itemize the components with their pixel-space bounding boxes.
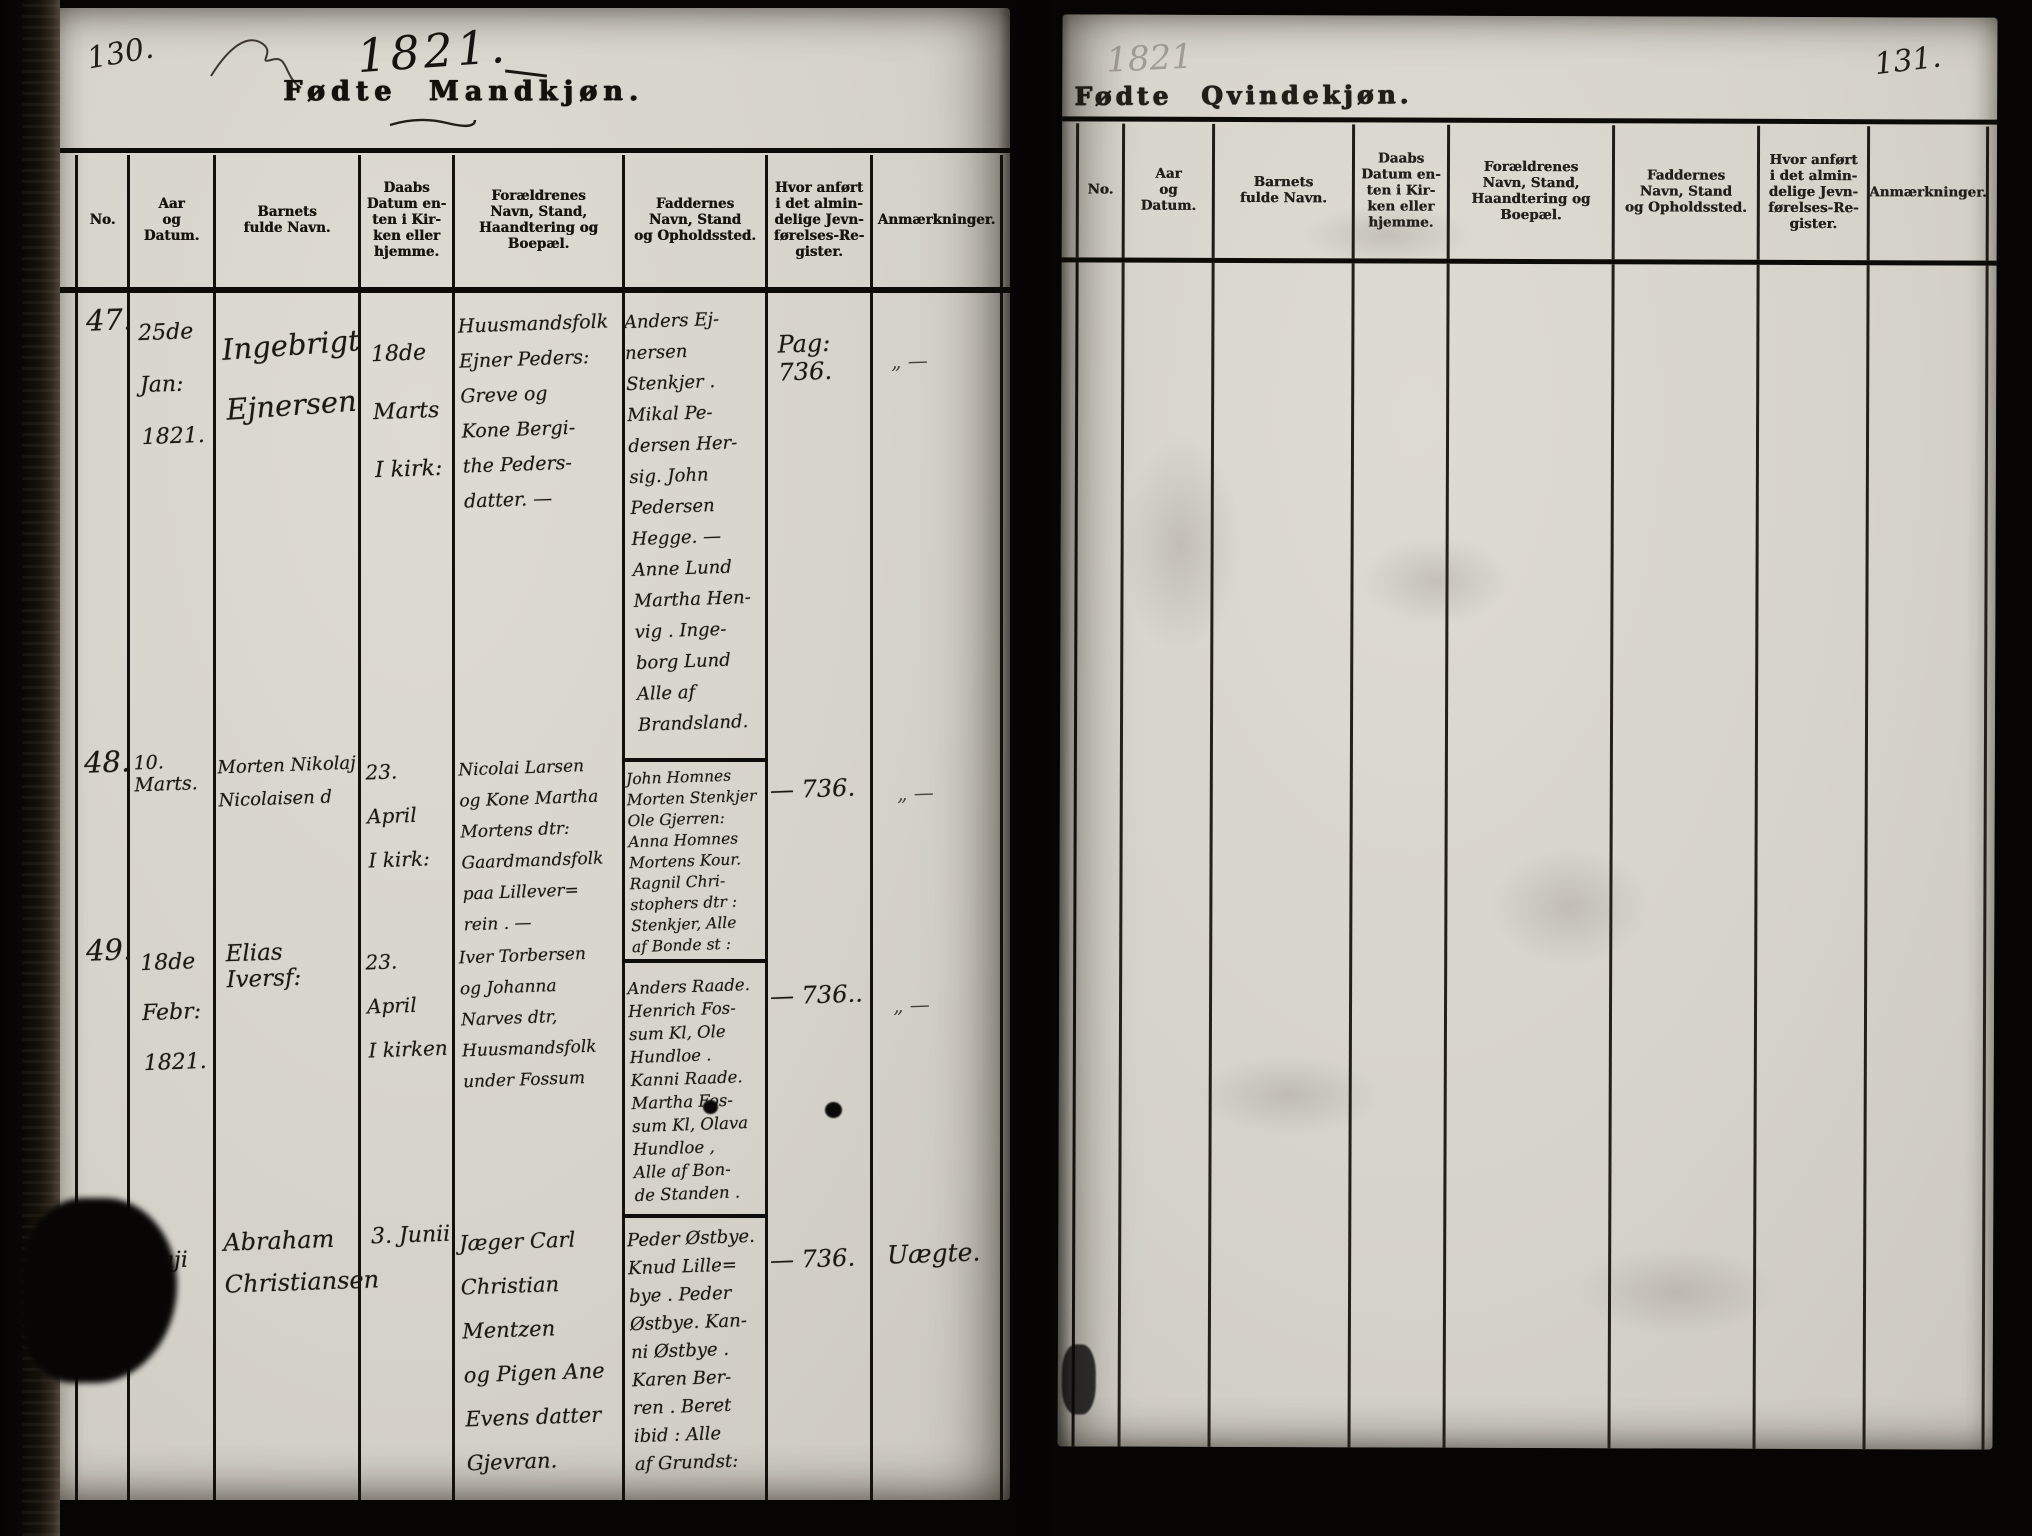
bleed-smudge <box>1577 1246 1779 1337</box>
column-no: 47. 48. 49. 50. <box>78 293 133 1500</box>
year-heading: 1821. <box>355 18 511 84</box>
entry-parents: Iver Torbersen og Johanna Narves dtr, Hu… <box>458 943 597 1093</box>
entry-date: 25de Jan: 1821. <box>137 319 206 451</box>
entry-baptism-date: 18de Marts I kirk: <box>370 340 443 484</box>
entry-remark: „ — <box>892 992 931 1018</box>
col-header-baptism: Daabs Datum en- ten i Kir- ken eller hje… <box>361 155 455 287</box>
entry-sponsors: Anders Ej- nersen Stenkjer . Mikal Pe- d… <box>623 308 752 736</box>
gutter-shadow <box>998 0 1070 1536</box>
col-header-register: Hvor anført i det almin- delige Jevn- fø… <box>1759 125 1871 261</box>
bleed-smudge <box>1489 845 1650 967</box>
entry-baptism-date: 23. April I kirk: <box>365 759 431 873</box>
bleed-smudge <box>1198 1054 1379 1136</box>
entry-child-name: Morten Nikolaj Nicolaisen d <box>217 752 357 812</box>
col-header-remarks: Anmærkninger. <box>873 155 1003 287</box>
col-header-sponsors: Faddernes Navn, Stand og Opholdssted. <box>625 155 768 287</box>
entry-date: 10. Marts. <box>133 751 199 797</box>
page-number-right: 131. <box>1872 39 1943 83</box>
entry-date: 18de Febr: 1821. <box>139 949 208 1077</box>
entry-row-number: 47. <box>85 302 133 338</box>
bleed-smudge <box>1360 535 1511 626</box>
entry-register-ref: Pag: 736. <box>777 328 833 387</box>
row-divider <box>622 1214 768 1218</box>
entry-sponsors: Peder Østbye. Knud Lille= bye . Peder Øs… <box>626 1225 756 1476</box>
col-header-parents: Forældrenes Navn, Stand, Haandtering og … <box>1449 124 1616 260</box>
column-no <box>1074 262 1125 1447</box>
column-remarks: „ — „ — „ — Uægte. <box>873 293 1003 1500</box>
bleed-smudge <box>1120 434 1242 655</box>
entry-register-ref: — 736. <box>769 773 856 805</box>
right-page: 131. 1821 Fødte Qvindekjøn. No. Aar og D… <box>1057 14 1998 1450</box>
col-header-sponsors: Faddernes Navn, Stand og Opholdssted. <box>1614 125 1761 260</box>
entry-baptism-date: 3. Junii <box>370 1221 451 1250</box>
page-fold-shadow <box>22 1198 177 1383</box>
table-header-left: No. Aar og Datum. Barnets fulde Navn. Da… <box>75 155 1006 287</box>
row-divider <box>622 758 768 762</box>
table-header-right: No. Aar og Datum. Barnets fulde Navn. Da… <box>1075 123 1990 261</box>
column-sponsors: Anders Ej- nersen Stenkjer . Mikal Pe- d… <box>622 293 768 1500</box>
entry-remark: Uægte. <box>886 1237 981 1270</box>
entry-baptism-date: 23. April I kirken <box>365 949 449 1063</box>
year-bleed-through: 1821 <box>1105 36 1194 81</box>
entry-child-name: Abraham Christiansen <box>222 1224 380 1299</box>
title-flourish <box>389 118 477 128</box>
col-header-date: Aar og Datum. <box>130 155 216 287</box>
entry-remark: „ — <box>890 348 929 374</box>
column-parents: Huusmandsfolk Ejner Peders: Greve og Kon… <box>455 293 625 1500</box>
column-child-name <box>1210 262 1355 1448</box>
bleed-smudge <box>1301 205 1472 266</box>
entry-child-name: Ingebrigt Ejnersen <box>220 323 361 427</box>
column-date: 25de Jan: 1821. 10. Marts. 18de Febr: 18… <box>130 293 216 1500</box>
entry-register-ref: — 736.. <box>769 979 864 1011</box>
col-header-no: No. <box>1078 123 1126 258</box>
entry-sponsors: John Homnes Morten Stenkjer Ole Gjerren:… <box>625 766 757 957</box>
ink-blot <box>825 1102 842 1118</box>
title-rule <box>55 148 1010 153</box>
column-baptism: 18de Marts I kirk: 23. April I kirk: 23.… <box>361 293 455 1500</box>
page-number-left: 130. <box>84 30 157 77</box>
col-header-register: Hvor anført i det almin- delige Jevn- fø… <box>768 155 873 287</box>
entry-row-number: 48. <box>83 744 131 780</box>
section-title-right: Fødte Qvindekjøn. <box>1074 80 1413 111</box>
column-child-name: Ingebrigt Ejnersen Morten Nikolaj Nicola… <box>216 293 380 1500</box>
column-register-ref: Pag: 736. — 736. — 736.. — 736. <box>768 293 873 1500</box>
col-header-parents: Forældrenes Navn, Stand, Haandtering og … <box>455 155 625 287</box>
col-header-name: Barnets fulde Navn. <box>216 155 361 287</box>
entry-register-ref: — 736. <box>769 1243 856 1275</box>
col-header-remarks: Anmærkninger. <box>1869 126 1990 261</box>
entry-remark: „ — <box>896 780 935 806</box>
table-body-left: 47. 48. 49. 50. 25de Jan: 1821. 10. Mart… <box>75 293 1006 1500</box>
entry-sponsors: Anders Raade. Henrich Fos- sum Kl, Ole H… <box>627 974 751 1206</box>
stray-hair-mark <box>210 39 302 89</box>
col-header-date: Aar og Datum. <box>1124 123 1216 258</box>
entry-parents: Huusmandsfolk Ejner Peders: Greve og Kon… <box>457 310 609 513</box>
entry-row-number: 49. <box>85 932 133 968</box>
entry-child-name: Elias Iversf: <box>225 939 302 994</box>
entry-parents: Nicolai Larsen og Kone Martha Mortens dt… <box>457 756 604 936</box>
entry-parents: Jæger Carl Christian Mentzen og Pigen An… <box>458 1227 605 1476</box>
column-remarks <box>1865 265 1989 1450</box>
left-page: 130. 1821. Fødte Mandkjøn. No. Aar og Da… <box>55 8 1010 1500</box>
column-register-ref <box>1755 264 1870 1450</box>
col-header-no: No. <box>78 155 130 287</box>
header-bottom-rule <box>55 287 1010 293</box>
column-baptism <box>1350 263 1450 1448</box>
row-divider <box>622 959 768 963</box>
section-title-left: Fødte Mandkjøn. <box>283 76 645 107</box>
ink-blot <box>703 1100 718 1114</box>
